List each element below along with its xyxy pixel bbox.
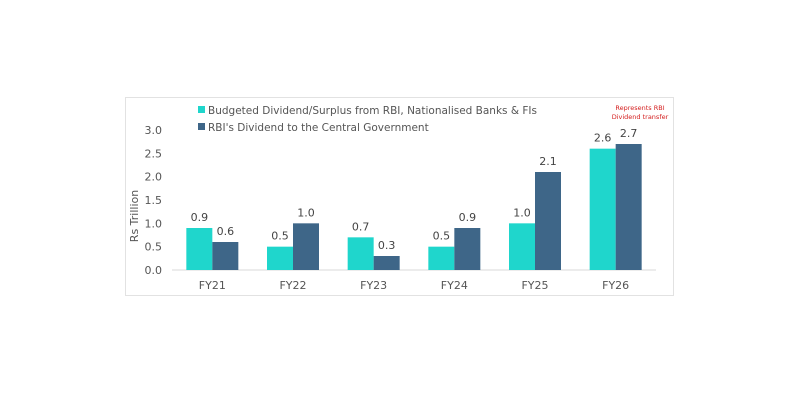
- data-label: 0.5: [271, 230, 289, 243]
- legend-label-rbi: RBI's Dividend to the Central Government: [208, 122, 429, 134]
- data-label: 2.1: [539, 155, 557, 168]
- y-tick-label: 0.0: [145, 264, 163, 277]
- bar-fy22-series1: [267, 246, 293, 270]
- annotation-line1: Represents RBI: [615, 104, 664, 112]
- data-label: 2.6: [594, 132, 612, 145]
- y-tick-label: 0.5: [145, 241, 163, 254]
- bar-fy25-series2: [535, 172, 561, 270]
- y-axis: 0.0 0.5 1.0 1.5 2.0 2.5 3.0: [145, 124, 163, 277]
- annotation-line2: Dividend transfer: [612, 113, 669, 121]
- bar-fy24-series2: [454, 228, 481, 270]
- x-tick-label: FY26: [602, 279, 629, 292]
- bar-fy23-series2: [373, 256, 400, 270]
- bar-fy24-series1: [428, 246, 455, 270]
- x-tick-label: FY23: [360, 279, 387, 292]
- data-label: 1.0: [513, 206, 531, 219]
- y-tick-label: 2.0: [145, 171, 163, 184]
- data-label: 0.3: [378, 239, 396, 252]
- y-tick-label: 3.0: [145, 124, 163, 137]
- bar-fy26-series2: [615, 144, 642, 270]
- data-label: 1.0: [297, 206, 315, 219]
- bar-fy26-series1: [589, 148, 616, 270]
- legend-label-budgeted: Budgeted Dividend/Surplus from RBI, Nati…: [208, 105, 537, 117]
- bar-fy25-series1: [509, 223, 535, 270]
- bar-fy23-series1: [347, 237, 374, 270]
- legend-swatch-rbi: [198, 123, 205, 130]
- bar-fy21-series1: [186, 228, 213, 270]
- x-tick-label: FY25: [521, 279, 548, 292]
- x-tick-label: FY21: [199, 279, 226, 292]
- y-tick-label: 2.5: [145, 147, 163, 160]
- data-label: 0.7: [352, 220, 370, 233]
- x-tick-label: FY24: [441, 279, 468, 292]
- legend-swatch-budgeted: [198, 106, 205, 113]
- data-label: 0.5: [433, 230, 451, 243]
- data-label: 0.6: [217, 225, 235, 238]
- bar-fy21-series2: [212, 242, 239, 270]
- y-axis-label: Rs Trillion: [128, 190, 141, 242]
- x-tick-label: FY22: [279, 279, 306, 292]
- data-label: 0.9: [191, 211, 209, 224]
- bars: 0.9 0.6 FY21 0.5 1.0 FY22 0.7 0.3 FY23 0.5 0.9 FY24…: [186, 127, 642, 292]
- data-label: 0.9: [459, 211, 477, 224]
- legend: Budgeted Dividend/Surplus from RBI, Nati…: [198, 105, 537, 134]
- y-tick-label: 1.0: [145, 217, 163, 230]
- data-label: 2.7: [620, 127, 638, 140]
- bar-fy22-series2: [293, 223, 319, 270]
- y-tick-label: 1.5: [145, 194, 163, 207]
